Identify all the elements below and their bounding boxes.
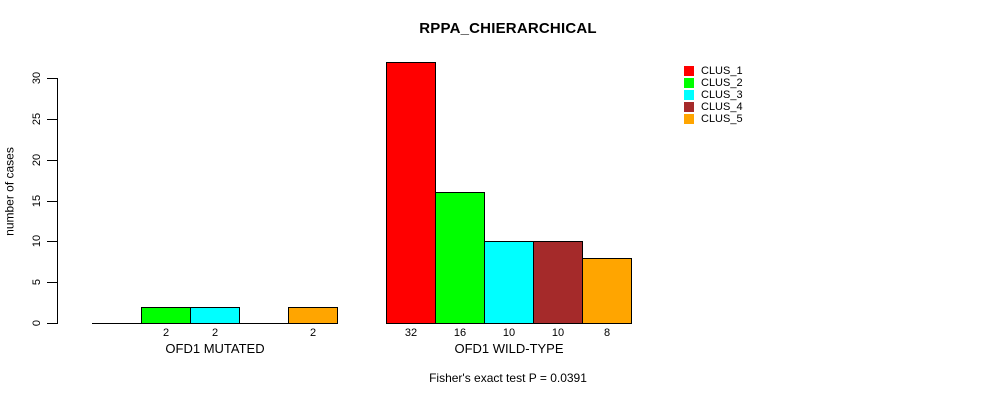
legend-label: CLUS_5 [701, 113, 743, 125]
y-tick-label: 25 [31, 112, 43, 126]
y-tick-label: 30 [31, 71, 43, 85]
y-axis-tick [47, 282, 57, 283]
y-axis-tick [47, 160, 57, 161]
x-axis-group-label: OFD1 WILD-TYPE [454, 341, 564, 356]
chart-title: RPPA_CHIERARCHICAL [419, 20, 597, 37]
bar-value-label: 10 [502, 327, 516, 339]
legend-color-swatch [684, 78, 694, 88]
bar-value-label: 2 [309, 327, 317, 339]
y-axis-tick [47, 323, 57, 324]
bar-value-label: 2 [162, 327, 170, 339]
y-axis-tick [47, 241, 57, 242]
y-tick-label: 20 [31, 153, 43, 167]
y-tick-label: 5 [31, 278, 43, 286]
legend-color-swatch [684, 66, 694, 76]
legend-label: CLUS_1 [701, 65, 743, 77]
bar-clus_3-group1 [190, 307, 240, 324]
bar-value-label: 10 [551, 327, 565, 339]
bar-clus_2-group1 [141, 307, 191, 324]
legend-label: CLUS_3 [701, 89, 743, 101]
y-axis-tick [47, 201, 57, 202]
y-tick-label: 0 [31, 319, 43, 327]
bar-clus_1-group2 [386, 62, 436, 324]
legend-color-swatch [684, 114, 694, 124]
bar-value-label: 16 [453, 327, 467, 339]
x-axis-group-label: OFD1 MUTATED [165, 341, 265, 356]
bar-value-label: 8 [603, 327, 611, 339]
bar-clus_2-group2 [435, 192, 485, 324]
y-axis-tick [47, 119, 57, 120]
legend-color-swatch [684, 90, 694, 100]
legend-label: CLUS_2 [701, 77, 743, 89]
bar-value-label: 2 [211, 327, 219, 339]
y-tick-label: 15 [31, 194, 43, 208]
legend-label: CLUS_4 [701, 101, 743, 113]
fisher-test-caption: Fisher's exact test P = 0.0391 [429, 371, 587, 385]
y-axis-line [57, 78, 58, 324]
legend-color-swatch [684, 102, 694, 112]
bar-clus_3-group2 [484, 241, 534, 324]
y-tick-label: 10 [31, 234, 43, 248]
y-axis-title: number of cases [2, 147, 17, 236]
bar-value-label: 32 [404, 327, 418, 339]
y-axis-tick [47, 78, 57, 79]
bar-clus_5-group1 [288, 307, 338, 324]
bar-clus_4-group2 [533, 241, 583, 324]
bar-clus_5-group2 [582, 258, 632, 324]
